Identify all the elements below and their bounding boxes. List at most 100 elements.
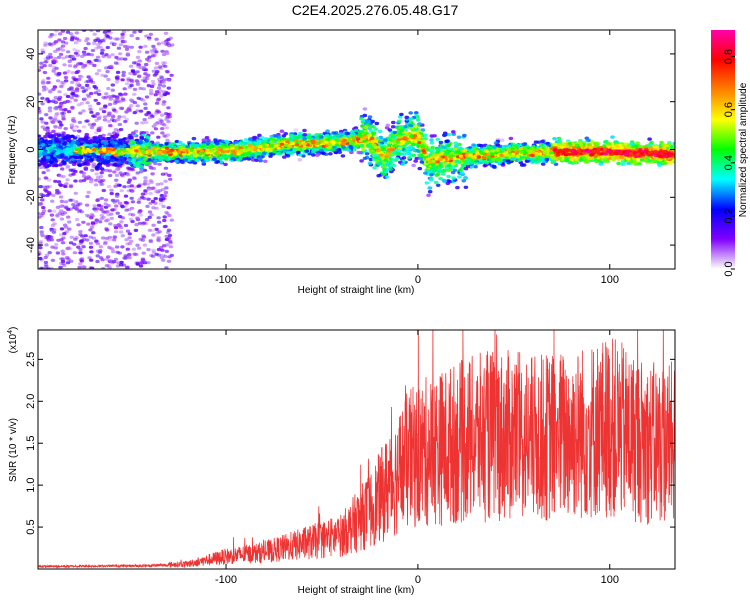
spectrogram-point	[156, 42, 161, 46]
spectrogram-point	[74, 200, 79, 204]
spectrogram-point	[107, 235, 113, 239]
spectrogram-point	[155, 182, 160, 186]
spectrogram-point	[95, 30, 101, 33]
spectrogram-point	[58, 52, 64, 57]
spectrogram-point	[150, 79, 156, 83]
spectrogram-point	[154, 227, 159, 231]
spectrogram-point	[77, 129, 82, 133]
spectrogram-point	[106, 77, 111, 82]
spectrogram-point	[446, 132, 452, 137]
spectrogram-point	[81, 109, 86, 113]
spectrogram-point	[86, 59, 92, 64]
spectrogram-point	[76, 245, 81, 249]
spectrogram-point	[62, 63, 67, 67]
spectrogram-point	[132, 92, 137, 96]
spectrogram-point	[79, 210, 85, 214]
spectrogram-point	[89, 258, 94, 262]
spectrogram-point	[81, 171, 87, 175]
spectrogram-point	[39, 198, 45, 202]
spectrogram-point	[110, 114, 116, 118]
spectrogram-point	[122, 256, 127, 260]
spectrogram-point	[164, 126, 169, 130]
spectrogram-point	[57, 32, 63, 36]
spectrogram-point	[60, 48, 66, 52]
spectrogram-point	[166, 228, 172, 232]
spectrogram-point	[38, 241, 43, 245]
spectrogram-point	[140, 257, 145, 261]
spectrogram-point	[114, 178, 119, 182]
spectrogram-point	[129, 196, 134, 200]
spectrogram-point	[62, 232, 67, 236]
spectrogram-point	[131, 176, 137, 180]
spectrogram-point	[165, 70, 170, 74]
spectrogram-point	[117, 215, 123, 219]
spectrogram-point	[146, 73, 151, 77]
spectrogram-point	[60, 212, 65, 216]
spectrogram-point	[107, 133, 112, 137]
spectrogram-point	[66, 215, 71, 219]
spectrogram-point	[53, 56, 58, 61]
spectrogram-point	[38, 68, 41, 72]
spectrogram-point	[41, 206, 46, 210]
spectrogram-point	[151, 69, 157, 73]
spectrogram-point	[82, 63, 88, 68]
spectrogram-point	[44, 236, 49, 240]
spectrogram-point	[50, 218, 55, 222]
spectrogram-point	[159, 94, 164, 98]
spectrogram-point	[302, 128, 307, 133]
spectrogram-point	[146, 261, 151, 265]
spectrogram-point	[142, 79, 148, 83]
spectrogram-point	[162, 225, 168, 229]
spectrogram-point	[146, 182, 151, 186]
spectrogram-point	[57, 90, 62, 94]
spectrogram-point	[114, 173, 120, 177]
spectrogram-point	[164, 39, 169, 43]
spectrogram-point	[53, 114, 59, 118]
spectrogram-point	[315, 153, 320, 157]
spectrogram-point	[130, 68, 135, 72]
spectrogram-point	[91, 236, 97, 240]
spectrogram-point	[151, 250, 156, 254]
spectrogram-point	[143, 179, 148, 183]
spectrogram-point	[48, 35, 53, 39]
spectrogram-point	[61, 252, 66, 256]
spectrogram-point	[156, 86, 162, 90]
spectrogram-point	[78, 111, 83, 115]
spectrogram-point	[162, 215, 167, 219]
spectrogram-point	[50, 223, 56, 227]
spectrogram-point	[93, 58, 98, 62]
spectrogram-point	[92, 41, 97, 46]
spectrogram-point	[125, 229, 131, 233]
spectrogram-point	[140, 121, 145, 125]
spectrogram-point	[76, 245, 81, 249]
spectrogram-point	[125, 247, 130, 251]
spectrogram-point	[69, 96, 75, 100]
spectrogram-point	[105, 70, 110, 74]
spectrogram-point	[61, 175, 66, 179]
spectrogram-point	[160, 248, 165, 252]
spectrogram-point	[130, 200, 136, 204]
spectrogram-point	[122, 185, 127, 189]
spectrogram-point	[136, 200, 141, 204]
spectrogram-point	[151, 233, 156, 237]
spectrogram-point	[77, 208, 83, 212]
spectrogram-point	[129, 80, 135, 84]
spectrogram-point	[106, 185, 112, 189]
spectrogram-point	[38, 165, 43, 170]
spectrogram-point	[138, 264, 144, 268]
spectrogram-point	[166, 120, 171, 124]
spectrogram-point	[167, 255, 172, 259]
spectrogram-point	[125, 52, 130, 56]
spectrogram-point	[46, 76, 51, 80]
spectrogram-point	[66, 110, 72, 114]
spectrogram-point	[110, 88, 116, 92]
spectrogram-point	[110, 83, 116, 87]
spectrogram-point	[115, 37, 120, 41]
spectrogram-point	[165, 211, 170, 216]
spectrogram-point	[178, 140, 183, 145]
spectrogram-point	[120, 205, 125, 209]
spectrogram-point	[143, 176, 148, 180]
spectrogram-point	[51, 119, 57, 123]
spectrogram-point	[165, 51, 170, 56]
spectrogram-point	[109, 41, 115, 45]
